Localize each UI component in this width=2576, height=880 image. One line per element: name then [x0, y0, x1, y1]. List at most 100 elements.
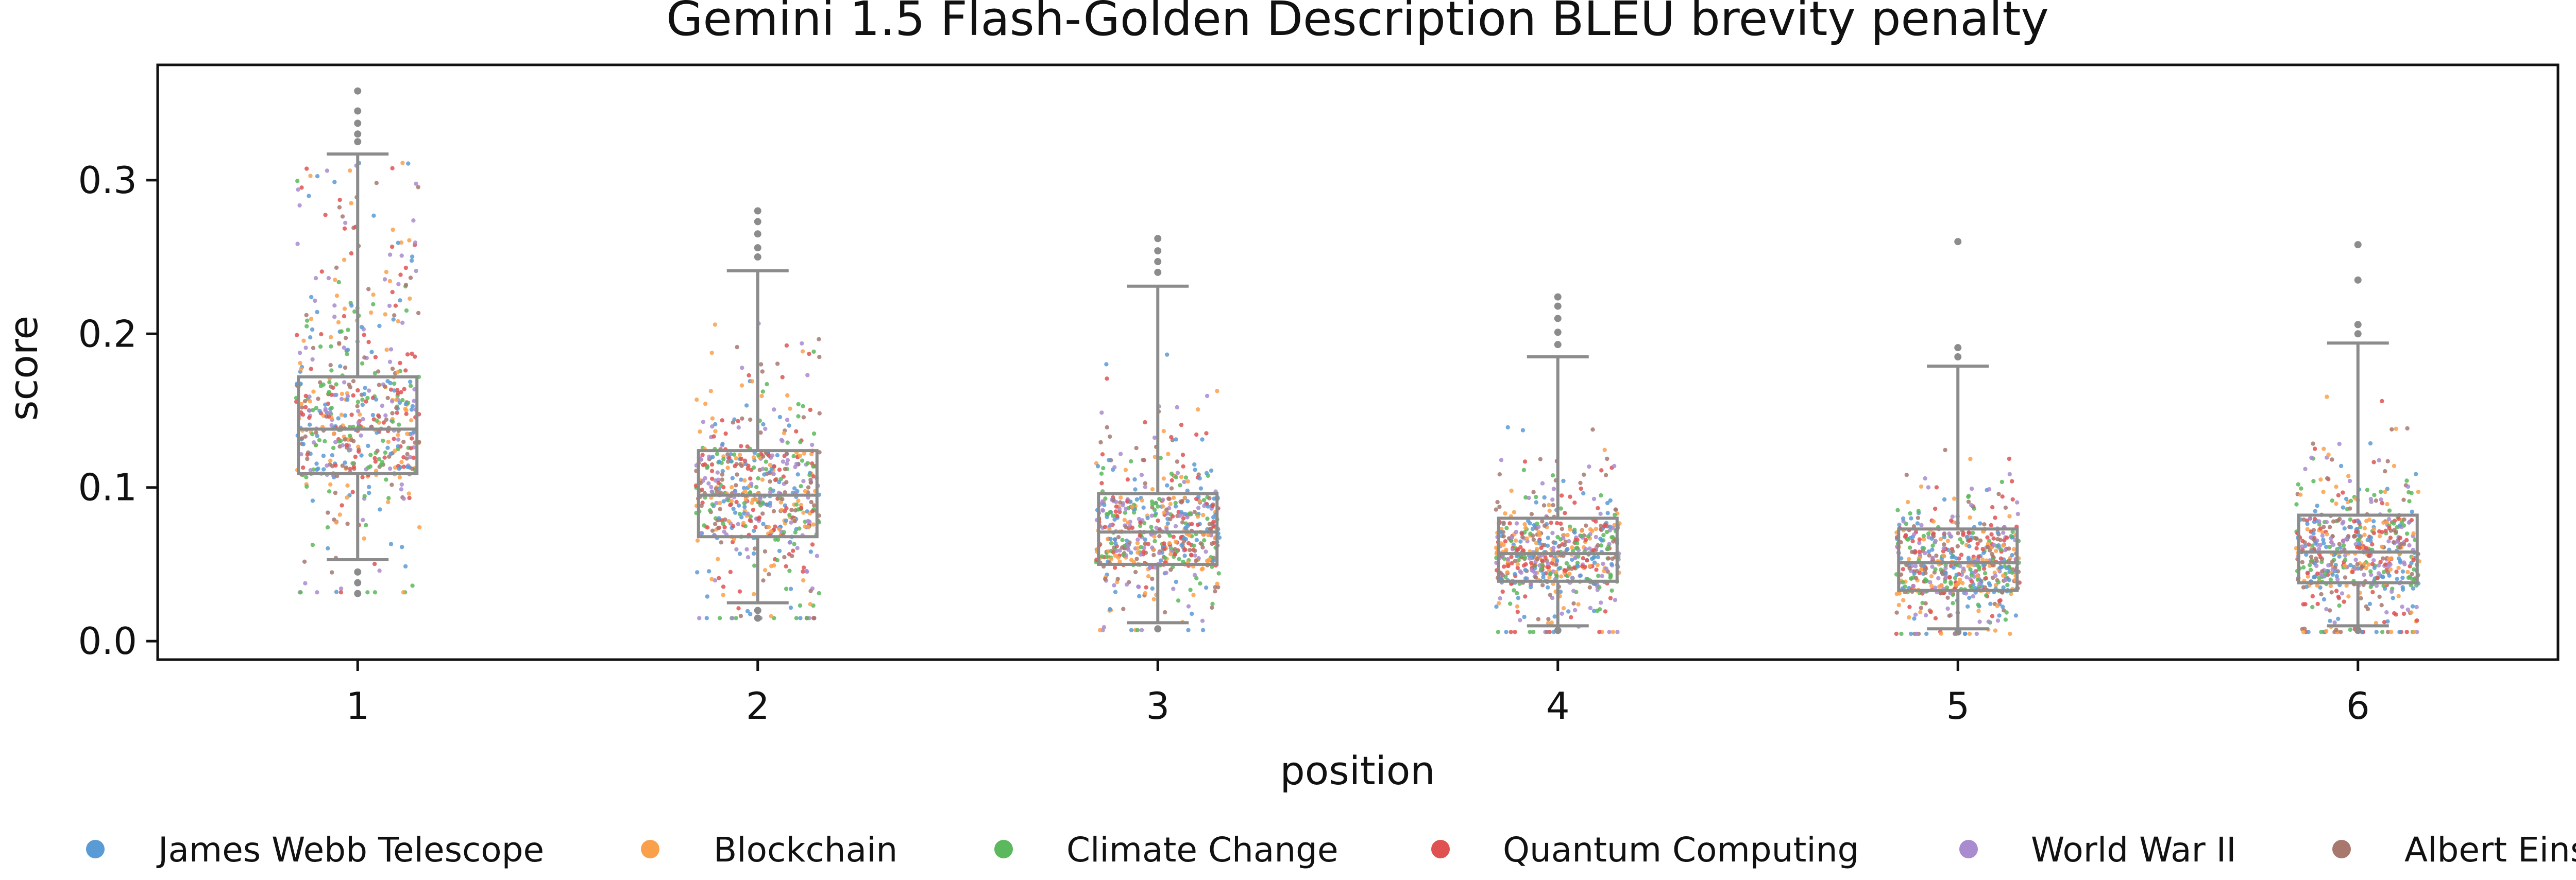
- strip-point: [2364, 604, 2368, 609]
- strip-point: [409, 418, 414, 423]
- strip-point: [1969, 503, 1974, 508]
- strip-point: [2010, 553, 2014, 558]
- strip-point: [1521, 468, 1527, 472]
- strip-point: [387, 466, 393, 471]
- strip-point: [2364, 566, 2369, 571]
- strip-point: [2320, 533, 2325, 538]
- box-outlier: [1154, 235, 1162, 243]
- strip-point: [736, 606, 741, 611]
- strip-point: [1211, 515, 1216, 520]
- strip-point: [348, 434, 352, 438]
- strip-point: [1565, 547, 1570, 551]
- strip-point: [1969, 486, 1974, 491]
- strip-point: [2010, 497, 2015, 502]
- strip-point: [1601, 561, 1605, 566]
- strip-point: [739, 444, 743, 448]
- strip-point: [2368, 535, 2374, 540]
- strip-point: [752, 563, 757, 568]
- strip-point: [1518, 618, 1522, 623]
- box-outlier: [1554, 302, 1562, 310]
- strip-point: [1514, 529, 1518, 534]
- strip-point: [1613, 507, 1618, 512]
- strip-point: [2315, 583, 2319, 588]
- strip-point: [2392, 521, 2396, 526]
- strip-point: [1911, 524, 1917, 529]
- strip-point: [1157, 496, 1162, 502]
- strip-point: [710, 528, 715, 533]
- strip-point: [1991, 536, 1996, 541]
- strip-point: [389, 482, 394, 487]
- strip-point: [801, 479, 806, 484]
- strip-point: [399, 253, 404, 258]
- strip-point: [413, 240, 418, 245]
- strip-point: [1968, 457, 1973, 461]
- strip-point: [1121, 503, 1125, 508]
- strip-point: [1950, 514, 1955, 519]
- strip-point: [1558, 590, 1563, 594]
- strip-point: [1534, 495, 1538, 499]
- strip-point: [356, 420, 361, 425]
- strip-point: [2346, 594, 2351, 599]
- strip-point: [314, 461, 319, 466]
- strip-point: [785, 461, 789, 466]
- strip-point: [1198, 499, 1202, 504]
- strip-point: [1143, 485, 1147, 489]
- strip-point: [2381, 520, 2386, 525]
- strip-point: [1611, 535, 1615, 540]
- strip-point: [1546, 564, 1551, 570]
- strip-point: [349, 201, 353, 205]
- strip-point: [366, 287, 371, 291]
- strip-point: [337, 205, 342, 210]
- strip-point: [355, 400, 361, 404]
- strip-point: [327, 390, 331, 394]
- strip-point: [307, 194, 311, 198]
- strip-point: [2005, 582, 2010, 588]
- strip-point: [315, 434, 319, 438]
- strip-point: [307, 408, 312, 413]
- legend-marker: [2332, 840, 2351, 858]
- strip-point: [1515, 562, 1520, 567]
- strip-point: [1196, 407, 1200, 412]
- strip-point: [1193, 553, 1197, 558]
- strip-point: [2342, 526, 2347, 531]
- strip-point: [1143, 420, 1147, 425]
- strip-point: [1582, 472, 1586, 477]
- strip-point: [1513, 538, 1518, 543]
- strip-point: [1194, 576, 1199, 581]
- strip-point: [1993, 515, 1997, 520]
- strip-point: [1966, 564, 1971, 568]
- strip-point: [301, 338, 306, 343]
- strip-point: [777, 415, 783, 420]
- strip-point: [368, 453, 373, 457]
- strip-point: [744, 403, 749, 408]
- strip-point: [1132, 477, 1137, 482]
- legend-marker: [994, 840, 1013, 858]
- strip-point: [1535, 546, 1539, 551]
- strip-point: [2337, 441, 2342, 446]
- strip-point: [739, 456, 744, 461]
- strip-point: [1947, 613, 1952, 618]
- strip-point: [1533, 571, 1538, 576]
- strip-point: [717, 576, 721, 580]
- strip-point: [1509, 555, 1514, 559]
- strip-point: [713, 522, 718, 526]
- strip-point: [1533, 575, 1538, 580]
- strip-point: [2379, 603, 2384, 608]
- strip-point: [401, 464, 406, 469]
- strip-point: [703, 476, 707, 480]
- strip-point: [1894, 631, 1899, 636]
- strip-point: [1942, 554, 1946, 559]
- legend-label: Albert Einstein: [2404, 830, 2576, 870]
- strip-point: [300, 436, 304, 441]
- strip-point: [2300, 544, 2304, 549]
- strip-point: [1126, 547, 1131, 552]
- strip-point: [2367, 517, 2372, 522]
- strip-point: [343, 336, 348, 340]
- strip-point: [1140, 498, 1144, 503]
- strip-point: [1959, 553, 1964, 557]
- strip-point: [791, 454, 796, 459]
- strip-point: [1909, 631, 1913, 636]
- strip-point: [372, 371, 377, 375]
- strip-point: [385, 445, 390, 450]
- strip-point: [398, 272, 403, 277]
